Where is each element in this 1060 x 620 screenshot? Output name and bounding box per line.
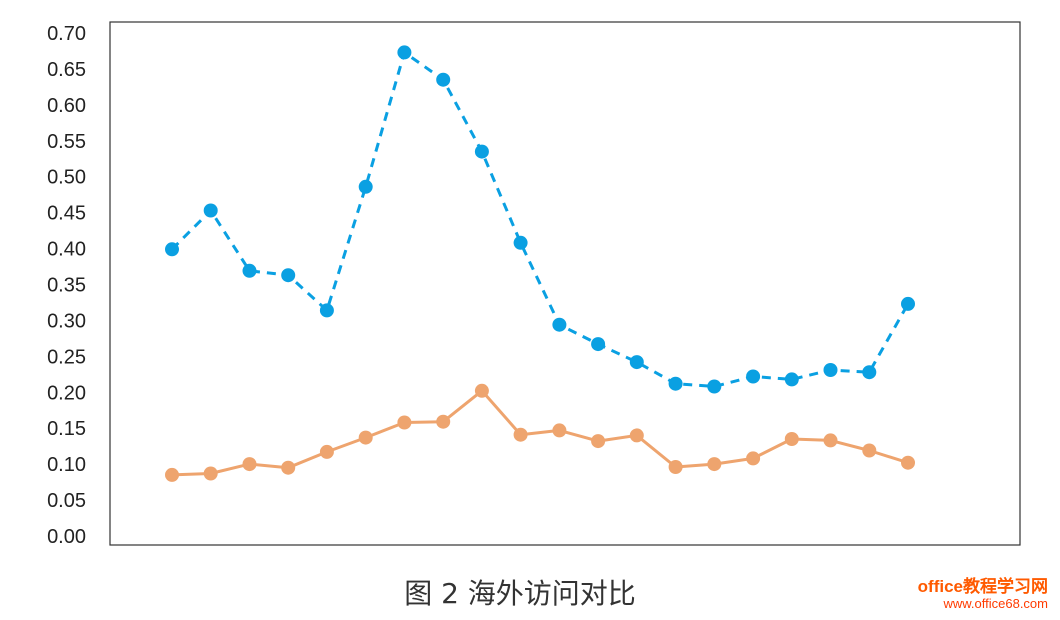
series-2-point <box>668 460 683 474</box>
y-tick-label: 0.60 <box>47 95 86 117</box>
series-2-point <box>823 433 838 448</box>
y-tick-label: 0.55 <box>47 131 86 153</box>
series-1-point <box>319 303 334 318</box>
series-1-point <box>242 263 257 278</box>
series-2-point <box>552 423 567 438</box>
y-tick-label: 0.30 <box>47 310 86 332</box>
series-1-point <box>203 203 218 218</box>
series-1-point <box>552 317 567 332</box>
series-layer <box>165 45 915 482</box>
y-tick-label: 0.10 <box>47 454 86 476</box>
series-2-point <box>319 444 334 459</box>
y-tick-label: 0.00 <box>47 526 86 548</box>
series-2-point <box>707 457 722 472</box>
y-tick-label: 0.50 <box>47 167 86 189</box>
series-2-line <box>171 389 909 477</box>
y-tick-label: 0.70 <box>47 23 86 45</box>
series-2-point <box>629 428 644 443</box>
watermark-url: www.office68.com <box>943 596 1048 611</box>
plot-frame <box>109 21 1021 546</box>
series-2-point <box>203 466 218 481</box>
series-1-point <box>707 379 722 394</box>
series-1-point <box>513 235 528 250</box>
series-1-point <box>862 365 877 380</box>
series-2-point <box>746 451 761 466</box>
series-1-point <box>474 144 489 159</box>
series-2-point <box>165 467 179 482</box>
y-tick-label: 0.45 <box>47 203 86 225</box>
series-1-point <box>591 337 606 352</box>
series-2-point <box>784 432 799 446</box>
series-1-point <box>823 363 838 377</box>
series-1-point <box>746 369 761 384</box>
series-2-point <box>436 414 451 429</box>
series-1-point <box>358 179 373 194</box>
series-1-line <box>170 50 910 388</box>
series-2-point <box>591 434 606 449</box>
series-1-point <box>901 296 915 311</box>
y-axis: 0.00 0.05 0.10 0.15 0.20 0.25 0.30 0.35 0.40 0.45… <box>47 23 86 548</box>
series-1-point <box>629 355 644 370</box>
y-tick-label: 0.25 <box>47 346 86 368</box>
series-1-point <box>281 268 296 283</box>
y-tick-label: 0.65 <box>47 59 86 81</box>
figure-caption: 图 2 海外访问对比 <box>404 577 636 610</box>
y-tick-label: 0.20 <box>47 382 86 404</box>
y-tick-label: 0.40 <box>47 239 86 261</box>
series-1-point <box>668 376 683 391</box>
series-1-point <box>784 372 799 387</box>
series-1-point <box>397 45 412 60</box>
series-2-point <box>242 457 257 472</box>
series-2-point <box>358 430 373 445</box>
y-tick-label: 0.35 <box>47 275 86 297</box>
series-2-point <box>397 415 412 430</box>
series-2-point <box>474 383 489 398</box>
y-tick-label: 0.15 <box>47 418 86 440</box>
series-2-point <box>513 427 528 442</box>
watermark-brand: office教程学习网 <box>917 577 1048 596</box>
series-1-point <box>436 72 451 87</box>
series-2-point <box>901 455 915 470</box>
series-2-point <box>862 443 877 458</box>
series-2-point <box>281 460 296 475</box>
y-tick-label: 0.05 <box>47 490 86 512</box>
series-1-point <box>165 242 179 257</box>
